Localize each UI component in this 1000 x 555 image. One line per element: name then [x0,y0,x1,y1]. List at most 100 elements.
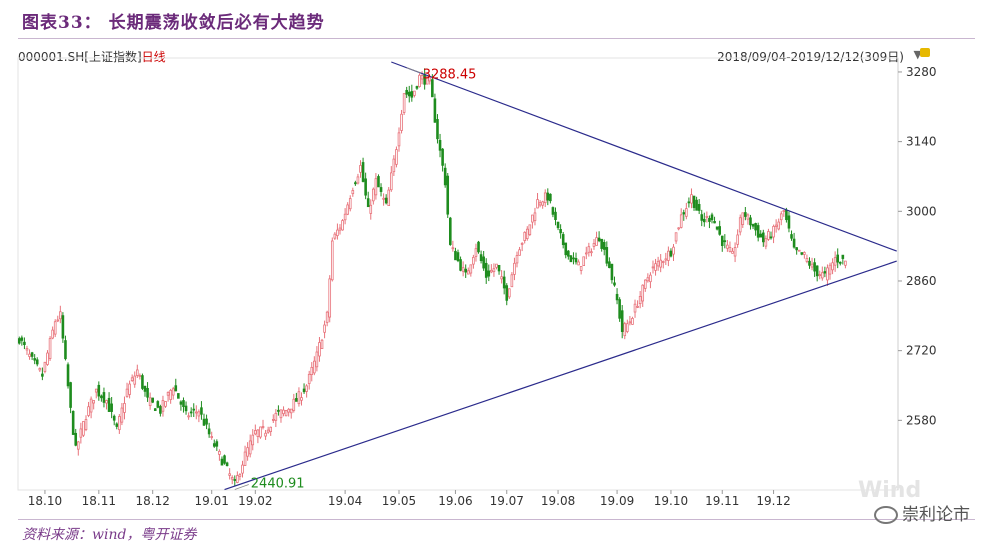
candle-body [182,400,185,408]
candle-body [454,250,457,261]
candle-body [184,405,188,412]
candle-body [741,212,745,225]
candle-body [525,228,529,239]
candle-body [803,252,806,255]
candle-body [64,340,67,360]
candle-body [592,243,596,247]
candle-body [515,255,519,264]
candle-body [823,271,827,274]
candle-body [264,432,267,437]
candle-body [492,268,496,273]
candle-body [744,212,747,217]
y-tick-label: 3140 [906,135,937,149]
candle-body [305,385,308,392]
candle-body [531,214,534,223]
candle-body [502,276,506,289]
dropdown-triangle-icon[interactable]: ▼ [913,48,922,61]
candle-body [710,214,714,221]
candle-body [364,178,367,196]
lock-icon[interactable] [920,48,930,57]
candle-body [141,375,144,389]
candle-body [28,353,31,357]
candle-body [325,311,329,323]
candle-body [782,210,786,213]
candle-body [564,242,568,256]
candle-body [92,400,95,404]
annotation-leader [406,67,421,74]
candle-body [528,224,532,235]
candle-body [554,211,557,220]
candle-body [107,397,111,412]
candle-body [785,209,788,221]
candle-body [787,215,791,229]
candle-body [646,277,650,282]
candle-body [738,217,742,233]
candle-body [767,231,770,240]
candle-body [207,428,211,435]
source-note: 资料来源：wind，粤开证券 [22,527,197,543]
candle-body [284,410,288,417]
candle-body [756,225,760,238]
candle-body [610,263,614,281]
candle-body [549,193,552,202]
x-tick-label: 19.10 [654,494,688,508]
candle-body [638,296,642,305]
candle-body [826,267,829,281]
candle-body [595,237,598,246]
candle-body [238,474,242,477]
date-range[interactable]: 2018/09/04-2019/12/12(309日) [717,50,904,64]
candle-body [33,358,36,361]
candle-body [520,242,524,245]
candle-body [461,267,465,272]
candle-body [751,224,755,227]
candle-body [523,231,527,241]
candle-body [136,369,139,376]
candle-body [402,93,406,113]
candle-body [110,403,113,412]
candle-body [115,423,119,427]
candle-body [159,406,162,414]
candle-body [105,400,108,404]
candle-body [38,368,42,371]
candle-body [171,388,175,396]
candle-body [546,192,550,201]
candle-body [341,220,344,231]
candle-body [125,388,129,397]
x-tick-label: 19.04 [328,494,362,508]
candle-body [338,227,342,231]
candle-body [413,90,416,96]
footer-divider [18,519,975,520]
candle-body [677,227,680,230]
candle-body [649,274,652,283]
candle-body [82,421,85,436]
candle-body [84,419,88,430]
candle-body [574,258,578,263]
candle-body [128,383,131,395]
y-tick-label: 2860 [906,274,937,288]
candle-body [25,348,29,351]
candle-body [369,204,373,214]
candle-body [323,324,326,333]
x-tick-label: 19.02 [238,494,272,508]
candle-body [377,176,380,188]
candle-body [446,175,450,215]
candle-body [567,250,570,257]
candle-body [605,247,609,264]
trend-lines [224,61,897,491]
candle-body [651,266,655,269]
candle-body [443,167,447,186]
candle-body [295,398,298,402]
candle-body [510,274,514,288]
symbol-code: 000001.SH [18,50,85,64]
candle-body [682,212,686,215]
x-tick-label: 19.01 [195,494,229,508]
candle-body [387,189,391,206]
candle-body [692,195,696,208]
symbol-info: 000001.SH[上证指数]日线 [18,48,166,65]
candle-body [841,254,845,259]
candle-body [500,276,503,280]
candle-body [389,172,393,191]
candle-body [102,392,106,403]
candle-body [769,236,773,239]
candle-body [708,217,711,222]
